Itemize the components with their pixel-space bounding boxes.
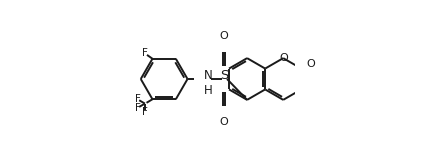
Text: N: N: [203, 69, 212, 82]
Text: O: O: [306, 59, 314, 69]
Text: O: O: [219, 31, 228, 41]
Text: H: H: [203, 84, 212, 97]
Text: O: O: [219, 117, 228, 127]
Text: F: F: [141, 107, 147, 117]
Text: O: O: [279, 53, 287, 63]
Text: S: S: [219, 69, 228, 82]
Text: F: F: [135, 103, 141, 113]
Text: F: F: [135, 94, 141, 104]
Text: F: F: [141, 48, 147, 58]
